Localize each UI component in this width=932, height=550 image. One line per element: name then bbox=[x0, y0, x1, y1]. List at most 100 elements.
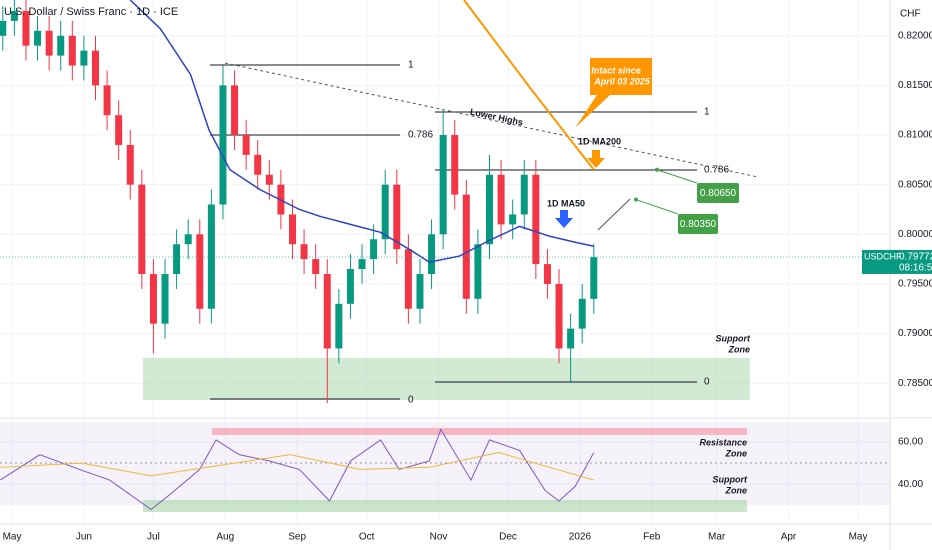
candle-body bbox=[428, 234, 436, 275]
ma200-arrow bbox=[587, 150, 605, 168]
x-tick-label: Aug bbox=[216, 532, 234, 543]
rsi-support-label: Support bbox=[713, 474, 748, 484]
candle-body bbox=[346, 269, 354, 304]
callout-text: Intact since bbox=[591, 65, 641, 75]
candle-body bbox=[358, 259, 366, 270]
y-tick-label: 0.80500 bbox=[898, 179, 932, 190]
candle-body bbox=[474, 244, 482, 299]
resistance-zone bbox=[212, 428, 747, 435]
candle-body bbox=[45, 30, 53, 56]
currency: CHF bbox=[900, 9, 921, 20]
candle-body bbox=[80, 50, 88, 66]
fib-label: 1 bbox=[408, 60, 414, 71]
fib-label: 1 bbox=[704, 107, 710, 118]
rsi-support-label: Zone bbox=[725, 485, 748, 495]
x-tick-label: 2026 bbox=[569, 532, 592, 543]
candle-body bbox=[231, 85, 239, 136]
x-tick-label: Apr bbox=[781, 532, 797, 543]
rsi-tick-label: 40.00 bbox=[898, 479, 923, 490]
candle-body bbox=[323, 274, 331, 349]
target-box bbox=[697, 183, 739, 203]
x-tick-label: Nov bbox=[430, 532, 448, 543]
candle-body bbox=[404, 249, 412, 309]
rsi-support-zone bbox=[143, 500, 747, 512]
target-connector bbox=[635, 199, 679, 215]
target-connector bbox=[656, 169, 698, 184]
target-label: 0.80350 bbox=[680, 219, 717, 230]
projection-arrow bbox=[597, 198, 631, 231]
candle-body bbox=[532, 174, 540, 265]
x-tick-label: Sep bbox=[288, 532, 306, 543]
countdown-label: 08:16:57 bbox=[899, 263, 932, 274]
candle-body bbox=[0, 20, 7, 36]
x-tick-label: May bbox=[849, 532, 868, 543]
candle-body bbox=[242, 135, 250, 155]
ma200-label: 1D MA200 bbox=[578, 136, 621, 146]
fib-drawings bbox=[210, 64, 697, 400]
candle-body bbox=[254, 154, 262, 175]
candle-body bbox=[219, 85, 227, 205]
callout-text: April 03 2025 bbox=[593, 76, 651, 86]
candle-body bbox=[555, 283, 563, 349]
trendline bbox=[224, 62, 759, 178]
candle-body bbox=[509, 214, 517, 225]
ma50-label: 1D MA50 bbox=[547, 198, 585, 208]
candle-body bbox=[91, 50, 99, 86]
candle-body bbox=[196, 234, 204, 309]
symbol-label: USDCHF bbox=[864, 251, 902, 261]
rsi-tick-label: 60.00 bbox=[898, 437, 923, 448]
y-tick-label: 0.82000 bbox=[898, 30, 932, 41]
last-price-label: 0.79772 bbox=[899, 252, 932, 263]
last-price-tag bbox=[862, 249, 932, 274]
candle-body bbox=[335, 303, 343, 349]
ma50-arrow bbox=[555, 210, 573, 228]
candle-body bbox=[567, 328, 575, 349]
candle-body bbox=[173, 244, 181, 275]
callout bbox=[575, 58, 652, 128]
candle-body bbox=[590, 257, 598, 299]
candle-body bbox=[138, 184, 146, 275]
support-zone bbox=[143, 358, 750, 400]
fib-label: 0.786 bbox=[408, 130, 433, 141]
candle-body bbox=[439, 135, 447, 235]
candle-body bbox=[34, 30, 42, 46]
candle-body bbox=[462, 194, 470, 299]
candle-body bbox=[57, 35, 65, 56]
target-box bbox=[678, 214, 718, 234]
x-tick-label: Jun bbox=[76, 532, 92, 543]
ma-line bbox=[129, 0, 594, 263]
candle-body bbox=[312, 259, 320, 275]
candle-body bbox=[393, 184, 401, 250]
x-tick-label: Feb bbox=[643, 532, 661, 543]
candle-body bbox=[381, 184, 389, 240]
resistance-label: Resistance bbox=[699, 437, 747, 447]
y-tick-label: 0.79000 bbox=[898, 328, 932, 339]
candle-body bbox=[149, 274, 157, 324]
resistance-label: Zone bbox=[725, 448, 748, 458]
candle-body bbox=[300, 244, 308, 260]
candle-body bbox=[370, 239, 378, 260]
candle-body bbox=[520, 174, 528, 215]
candle-body bbox=[207, 204, 215, 309]
candle-body bbox=[103, 85, 111, 116]
x-tick-label: Oct bbox=[359, 532, 375, 543]
x-tick-label: Jul bbox=[147, 532, 160, 543]
x-tick-label: Dec bbox=[499, 532, 517, 543]
candle-body bbox=[265, 174, 273, 185]
y-tick-label: 0.78500 bbox=[898, 378, 932, 389]
chart-title: U.S. Dollar / Swiss Franc · 1D · ICE bbox=[4, 6, 178, 18]
candle-body bbox=[416, 274, 424, 309]
target-label: 0.80650 bbox=[700, 188, 737, 199]
candle-body bbox=[10, 10, 18, 21]
y-tick-label: 0.81000 bbox=[898, 130, 932, 141]
candle-body bbox=[115, 115, 123, 145]
candle-body bbox=[126, 144, 134, 185]
support-label: Zone bbox=[728, 344, 751, 354]
candle-body bbox=[161, 274, 169, 324]
y-tick-label: 0.79500 bbox=[898, 279, 932, 290]
target-point bbox=[634, 197, 638, 202]
x-tick-label: May bbox=[3, 532, 22, 543]
fib-label: 0 bbox=[408, 395, 414, 406]
fib-label: 0.786 bbox=[704, 165, 729, 176]
